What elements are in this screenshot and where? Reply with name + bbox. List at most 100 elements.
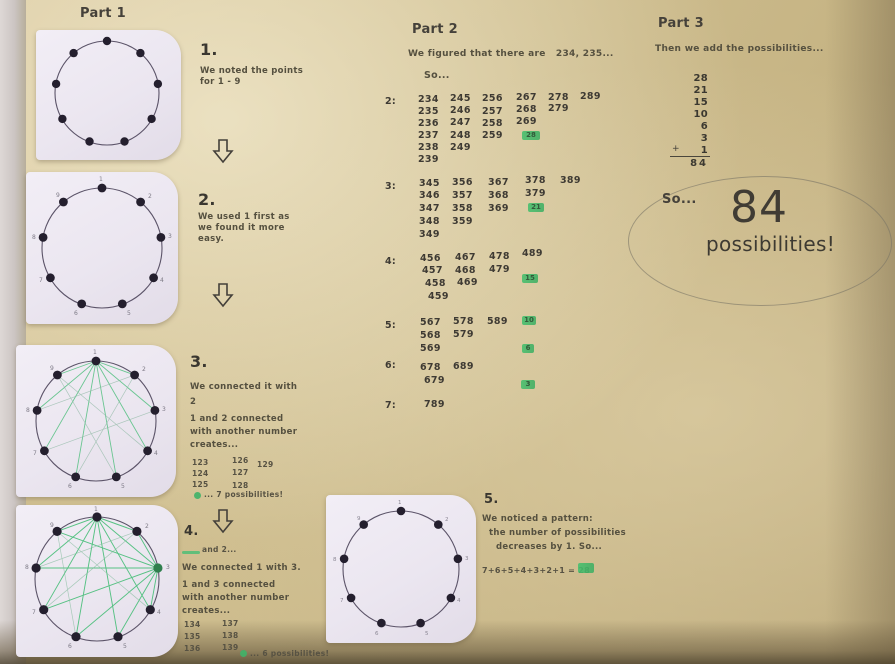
step-4-green-marker [240,650,247,657]
group-2-label: 2: [385,96,397,107]
step-5-equation: 7+6+5+4+3+2+1 = 28 [482,566,590,575]
step-4-list-b2: 138 [222,631,239,640]
svg-text:3: 3 [168,233,172,240]
g2-r5-c1: 238 [418,142,439,153]
step-1-note: We noted the points for 1 - 9 [200,66,304,87]
circle-diagram-chords-one: 1 2 3 4 5 6 7 8 9 [26,349,166,490]
circle-diagram-bottom: 1 2 3 4 5 6 7 8 9 [333,500,469,637]
g7-r1-c1: 789 [424,399,445,410]
group-6-total-highlight: 6 [522,344,534,353]
g3-r3-c3: 369 [488,203,509,214]
svg-text:6: 6 [375,631,379,637]
g2-r6-c1: 239 [418,154,439,165]
addend-7: 1 [700,145,708,156]
g6-r1-c2: 689 [453,361,474,372]
step-3-line-1: We connected it with [190,382,298,392]
g5-r1-c2: 578 [453,316,474,327]
svg-text:4: 4 [457,598,461,604]
svg-text:1: 1 [99,176,103,183]
group-6-label: 6: [385,360,397,371]
g2-r2-c2: 246 [450,105,471,116]
group-2-total-highlight: 28 [522,131,540,140]
svg-text:4: 4 [157,609,161,616]
g3-r4-c1: 348 [419,216,440,227]
g2-r2-c1: 235 [418,106,439,117]
g5-r1-c1: 567 [420,317,441,328]
g5-r3-c1: 569 [420,343,441,354]
part1-heading: Part 1 [80,6,126,21]
addend-6: 3 [700,133,708,144]
answer-oval [628,176,892,306]
down-arrow-icon-2 [212,283,234,308]
svg-text:1: 1 [93,349,97,356]
step-3-line-3: 1 and 2 connected [190,414,284,424]
g2-r3-c1: 236 [418,118,439,129]
part2-heading: Part 2 [412,22,458,37]
step-4-list-c1: 136 [184,644,201,653]
group-3-label: 3: [385,181,397,192]
g2-r5-c2: 249 [450,142,471,153]
group-4-label: 4: [385,256,397,267]
step-2-note: We used 1 first as we found it more easy… [198,212,290,244]
g2-r1-c6: 289 [580,91,601,102]
g3-r1-c4: 378 [525,175,546,186]
svg-text:3: 3 [162,406,166,413]
so-label: So... [662,192,697,207]
svg-text:2: 2 [445,517,449,523]
g3-r1-c5: 389 [560,175,581,186]
g4-r1-c3: 478 [489,251,510,262]
g2-r4-c1: 237 [418,130,439,141]
svg-text:4: 4 [154,450,158,457]
g3-r4-c2: 359 [452,216,473,227]
step-4-list-c2: 139 [222,643,239,652]
g2-r2-c3: 257 [482,106,503,117]
step-5-result-highlight [578,563,594,573]
g2-r4-c3: 259 [482,130,503,141]
step-3-tail: ... 7 possibilities! [204,490,284,499]
svg-text:1: 1 [94,506,98,513]
step-1-number: 1. [200,40,218,59]
g6-r1-c1: 678 [420,362,441,373]
right-shadow [825,0,895,664]
g3-r1-c3: 367 [488,177,509,188]
step-3-line-4: with another number [190,427,298,437]
circle-diagram-chords-two: 1 2 3 4 5 6 7 8 9 [25,506,170,650]
group-7-label: 7: [385,400,397,411]
step-3-list-c2: 128 [232,481,249,490]
part2-so: So... [424,70,450,81]
svg-text:5: 5 [127,310,131,317]
answer-number: 84 [730,182,788,233]
svg-text:8: 8 [26,407,30,414]
svg-text:7: 7 [33,450,37,457]
svg-text:5: 5 [121,483,125,490]
addend-3: 15 [693,97,708,108]
svg-text:6: 6 [74,310,78,317]
plus-sign: + [672,144,680,154]
step-3-list-a2: 126 [232,456,249,465]
step-5-line-3: decreases by 1. So... [496,542,603,552]
answer-word: possibilities! [706,232,836,256]
g2-r1-c2: 245 [450,93,471,104]
part2-intro: We figured that there are 234, 235... [408,49,614,59]
step-4-list-a1: 134 [184,620,201,629]
circle-diagram-numbered: 1 2 3 4 5 6 7 8 9 [32,176,172,317]
svg-text:9: 9 [50,365,54,372]
g2-r3-c2: 247 [450,117,471,128]
group-4-total-highlight: 15 [522,274,538,283]
g2-r2-c5: 279 [548,103,569,114]
addend-5: 6 [700,121,708,132]
svg-text:8: 8 [333,557,337,563]
svg-text:1: 1 [398,500,402,506]
group-5-total-highlight: 10 [522,316,536,325]
group-7-total-highlight: 3 [521,380,535,389]
svg-text:6: 6 [68,483,72,490]
step-2-number: 2. [198,190,216,209]
svg-text:7: 7 [32,609,36,616]
step-3-line-2: 2 [190,397,197,407]
svg-text:2: 2 [142,366,146,373]
sum-rule-line [670,156,710,158]
circle-card-5: 1 2 3 4 5 6 7 8 9 [326,495,476,643]
svg-text:8: 8 [32,234,36,241]
svg-text:5: 5 [425,631,429,637]
part3-intro: Then we add the possibilities... [655,44,824,54]
